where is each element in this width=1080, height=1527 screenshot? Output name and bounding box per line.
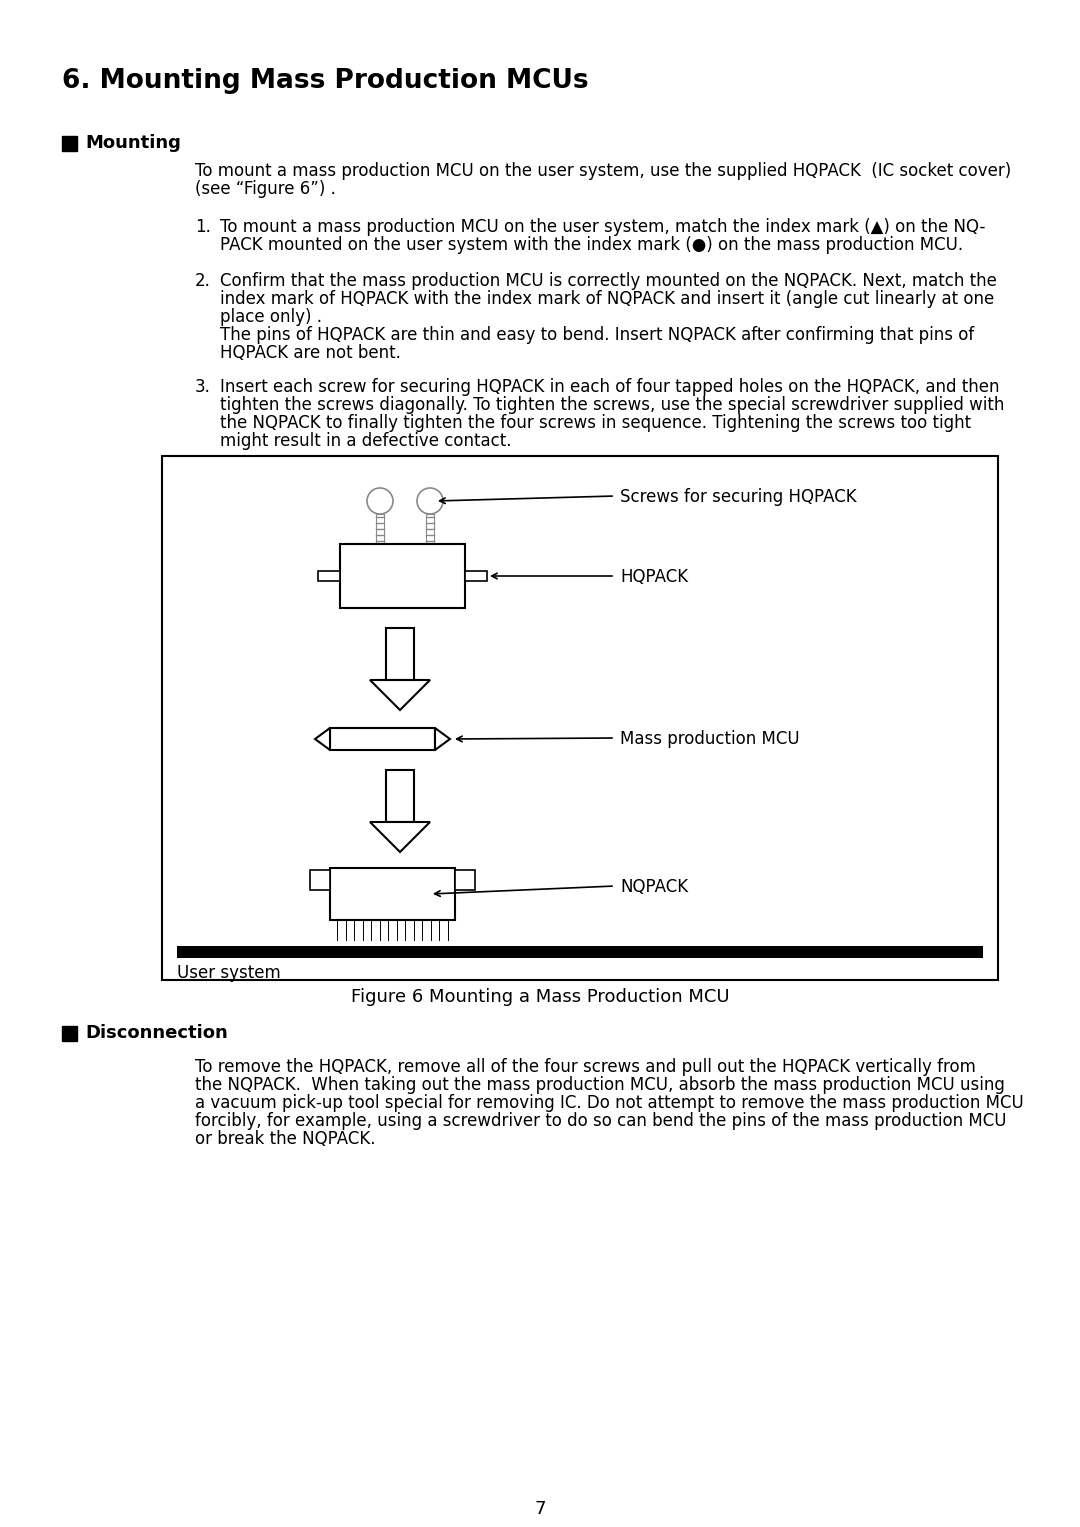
Bar (330, 728, 435, 750)
Text: 1.: 1. (195, 218, 211, 237)
Text: 6. Mounting Mass Production MCUs: 6. Mounting Mass Production MCUs (62, 69, 589, 95)
Text: PACK mounted on the user system with the index mark (●) on the mass production M: PACK mounted on the user system with the… (220, 237, 963, 253)
Bar (455, 870, 475, 890)
Text: Screws for securing HQPACK: Screws for securing HQPACK (620, 489, 856, 505)
Bar (426, 515, 434, 544)
Text: the NQPACK to finally tighten the four screws in sequence. Tightening the screws: the NQPACK to finally tighten the four s… (220, 414, 971, 432)
Text: 2.: 2. (195, 272, 211, 290)
Polygon shape (315, 728, 330, 750)
Bar (62, 1026, 77, 1041)
Bar (465, 571, 487, 580)
Polygon shape (370, 680, 430, 710)
Bar (310, 870, 330, 890)
Bar (162, 457, 998, 980)
Bar (62, 136, 77, 151)
Text: Mass production MCU: Mass production MCU (620, 730, 799, 748)
Text: might result in a defective contact.: might result in a defective contact. (220, 432, 512, 450)
Text: User system: User system (177, 964, 281, 982)
Text: the NQPACK.  When taking out the mass production MCU, absorb the mass production: the NQPACK. When taking out the mass pro… (195, 1077, 1004, 1093)
Bar (318, 571, 340, 580)
Bar (177, 947, 983, 957)
Bar (386, 770, 414, 822)
Text: To remove the HQPACK, remove all of the four screws and pull out the HQPACK vert: To remove the HQPACK, remove all of the … (195, 1058, 976, 1077)
Bar (376, 515, 384, 544)
Text: or break the NQPACK.: or break the NQPACK. (195, 1130, 376, 1148)
Bar (386, 628, 414, 680)
Text: NQPACK: NQPACK (620, 878, 688, 896)
Text: HQPACK are not bent.: HQPACK are not bent. (220, 344, 401, 362)
Text: To mount a mass production MCU on the user system, match the index mark (▲) on t: To mount a mass production MCU on the us… (220, 218, 985, 237)
Text: forcibly, for example, using a screwdriver to do so can bend the pins of the mas: forcibly, for example, using a screwdriv… (195, 1112, 1007, 1130)
Text: 3.: 3. (195, 379, 211, 395)
Bar (340, 544, 465, 608)
Polygon shape (435, 728, 450, 750)
Text: Confirm that the mass production MCU is correctly mounted on the NQPACK. Next, m: Confirm that the mass production MCU is … (220, 272, 997, 290)
Text: tighten the screws diagonally. To tighten the screws, use the special screwdrive: tighten the screws diagonally. To tighte… (220, 395, 1004, 414)
Text: Figure 6 Mounting a Mass Production MCU: Figure 6 Mounting a Mass Production MCU (351, 988, 729, 1006)
Text: HQPACK: HQPACK (620, 568, 688, 586)
Text: (see “Figure 6”) .: (see “Figure 6”) . (195, 180, 336, 199)
Text: Disconnection: Disconnection (85, 1025, 228, 1041)
Text: To mount a mass production MCU on the user system, use the supplied HQPACK  (IC : To mount a mass production MCU on the us… (195, 162, 1011, 180)
Text: Mounting: Mounting (85, 134, 180, 153)
Bar (330, 867, 455, 919)
Text: 7: 7 (535, 1500, 545, 1518)
Text: a vacuum pick-up tool special for removing IC. Do not attempt to remove the mass: a vacuum pick-up tool special for removi… (195, 1093, 1024, 1112)
Text: place only) .: place only) . (220, 308, 322, 325)
Polygon shape (370, 822, 430, 852)
Text: index mark of HQPACK with the index mark of NQPACK and insert it (angle cut line: index mark of HQPACK with the index mark… (220, 290, 995, 308)
Text: Insert each screw for securing HQPACK in each of four tapped holes on the HQPACK: Insert each screw for securing HQPACK in… (220, 379, 999, 395)
Text: The pins of HQPACK are thin and easy to bend. Insert NQPACK after confirming tha: The pins of HQPACK are thin and easy to … (220, 325, 974, 344)
